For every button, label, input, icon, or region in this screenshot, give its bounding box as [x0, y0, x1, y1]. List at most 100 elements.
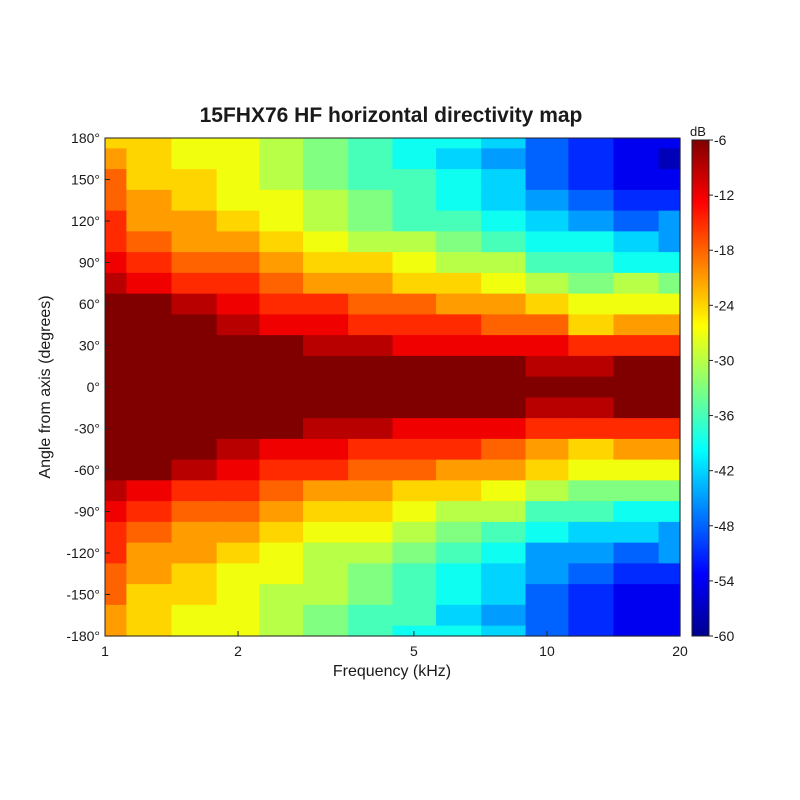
heatmap-cell [436, 293, 482, 315]
heatmap-cell [126, 138, 173, 149]
heatmap-cell [126, 335, 173, 357]
heatmap-cell [481, 355, 527, 378]
heatmap-cell [259, 438, 304, 461]
heatmap-cell [392, 355, 437, 378]
heatmap-cell [303, 189, 349, 212]
heatmap-cell [171, 231, 218, 253]
heatmap-cell [568, 335, 615, 357]
heatmap-cell [348, 501, 394, 523]
heatmap-cell [436, 418, 482, 440]
heatmap-cell [481, 148, 527, 170]
y-tick-label: 180° [71, 130, 100, 146]
heatmap-cell [348, 293, 394, 315]
heatmap-cell [303, 335, 349, 357]
heatmap-cell [303, 480, 349, 502]
heatmap-cell [348, 169, 394, 191]
colorbar-ticks: -6 -12 -18 -24 -30 -36 -42 -48 -54 -60 [709, 132, 734, 644]
heatmap-cell [658, 521, 681, 544]
heatmap-cell [105, 521, 128, 544]
heatmap-cell [658, 231, 681, 253]
heatmap-cell [171, 169, 218, 191]
heatmap-cell [613, 169, 660, 191]
heatmap-cell [259, 542, 304, 564]
x-tick-label: 10 [539, 643, 555, 659]
heatmap-cell [259, 272, 304, 295]
y-tick-label: -180° [66, 628, 100, 644]
heatmap-cell [126, 231, 173, 253]
heatmap-cell [436, 542, 482, 564]
x-tick-label: 1 [101, 643, 109, 659]
heatmap-cell [126, 480, 173, 502]
heatmap-cell [392, 438, 437, 461]
heatmap-cell [436, 231, 482, 253]
heatmap-cell [303, 169, 349, 191]
heatmap-cell [525, 604, 569, 627]
heatmap-cell [303, 584, 349, 606]
heatmap-cell [613, 355, 660, 378]
heatmap-cell [613, 189, 660, 212]
heatmap-cell [105, 335, 128, 357]
heatmap-cell [613, 542, 660, 564]
heatmap-cell [216, 335, 261, 357]
heatmap-cell [436, 625, 482, 637]
heatmap-cell [171, 397, 218, 419]
heatmap-cell [105, 293, 128, 315]
heatmap-cell [525, 138, 569, 149]
heatmap-cell [568, 418, 615, 440]
heatmap-cell [216, 521, 261, 544]
heatmap-cell [525, 563, 569, 585]
y-tick-label: -90° [74, 504, 100, 520]
heatmap-cell [259, 148, 304, 170]
colorbar-tick-label: -60 [714, 628, 734, 644]
heatmap-cell [481, 210, 527, 232]
heatmap-cell [105, 542, 128, 564]
heatmap-cell [525, 189, 569, 212]
heatmap-cell [126, 584, 173, 606]
heatmap-cell [259, 293, 304, 315]
heatmap-cell [171, 521, 218, 544]
heatmap-cell [216, 231, 261, 253]
heatmap-cell [481, 169, 527, 191]
heatmap-cell [613, 625, 660, 637]
heatmap-cell [613, 604, 660, 627]
heatmap-cell [303, 418, 349, 440]
heatmap-cell [259, 480, 304, 502]
heatmap-cell [436, 563, 482, 585]
heatmap-cell [658, 138, 681, 149]
heatmap-cell [568, 501, 615, 523]
heatmap-cell [613, 293, 660, 315]
heatmap-cell [348, 335, 394, 357]
heatmap-cell [568, 438, 615, 461]
heatmap-cell [436, 397, 482, 419]
heatmap-cell [259, 252, 304, 274]
heatmap-cell [171, 459, 218, 481]
chart-title: 15FHX76 HF horizontal directivity map [200, 104, 583, 127]
heatmap-cell [348, 231, 394, 253]
y-axis-ticks: 180° 150° 120° 90° 60° 30° 0° -30° -60° -90° -120°… [66, 130, 110, 644]
heatmap-cell [171, 501, 218, 523]
heatmap-cell [303, 272, 349, 295]
heatmap-cell [525, 231, 569, 253]
colorbar-tick-label: -12 [714, 187, 734, 203]
heatmap-cell [105, 625, 128, 637]
heatmap-cell [481, 418, 527, 440]
heatmap-cell [126, 314, 173, 336]
x-tick-label: 20 [672, 643, 688, 659]
heatmap-cell [658, 148, 681, 170]
heatmap-cell [105, 376, 128, 398]
heatmap-cell [436, 138, 482, 149]
heatmap-cell [105, 563, 128, 585]
heatmap-cell [216, 418, 261, 440]
heatmap-cell [613, 138, 660, 149]
heatmap-cell [392, 210, 437, 232]
heatmap-cell [658, 563, 681, 585]
heatmap-cell [259, 355, 304, 378]
heatmap-cell [259, 314, 304, 336]
heatmap-cell [171, 138, 218, 149]
heatmap-cell [216, 542, 261, 564]
heatmap-cell [481, 521, 527, 544]
heatmap-cell [392, 584, 437, 606]
colorbar-tick-label: -18 [714, 242, 734, 258]
heatmap-cell [105, 272, 128, 295]
